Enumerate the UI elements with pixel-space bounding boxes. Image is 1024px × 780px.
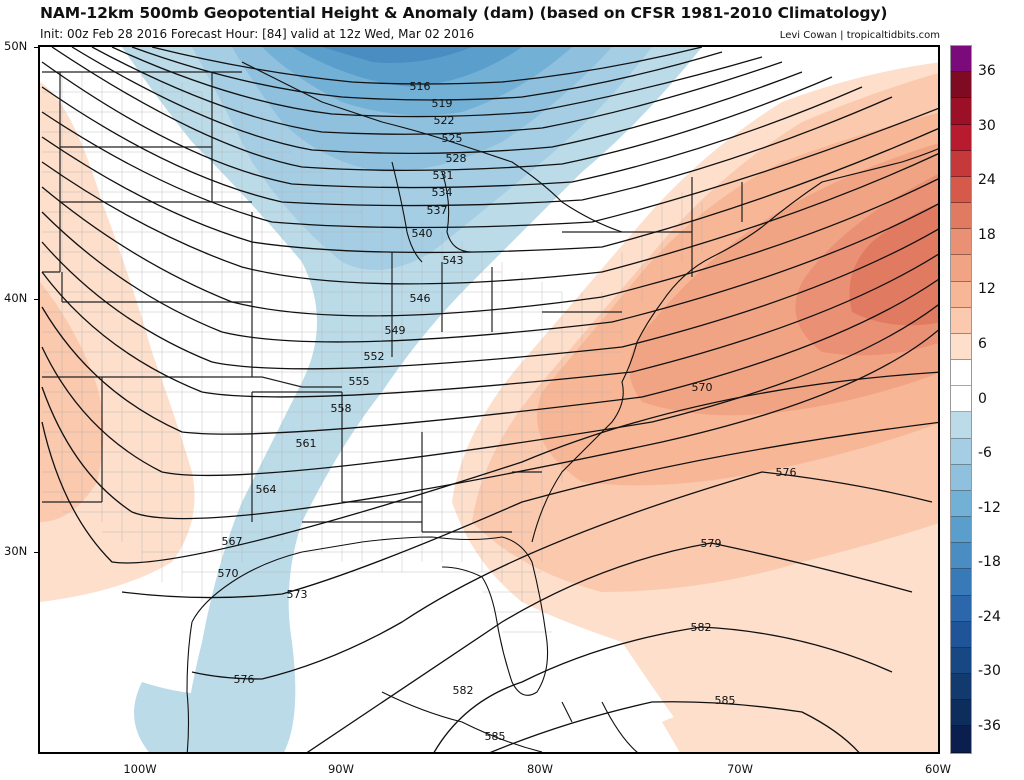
colorbar-tick-label: 30: [978, 117, 996, 134]
colorbar-segment: [951, 569, 971, 596]
coastlines: [186, 61, 938, 752]
positive-anomaly-west-core: [40, 282, 104, 522]
colorbar-segment: [951, 438, 971, 465]
contour-label: 540: [412, 227, 433, 240]
colorbar-tick-label: -30: [978, 663, 1001, 680]
lat-label-40n: 40N: [4, 291, 40, 305]
contour-label: 582: [453, 684, 474, 697]
contour-label: 519: [432, 97, 453, 110]
colorbar-tick-label: 24: [978, 172, 996, 189]
height-contours: [41, 47, 938, 752]
lon-label-90w: 90W: [327, 762, 355, 776]
map-plot-area[interactable]: 516 519 522 525 528 531 534 537 540 543 …: [38, 45, 940, 754]
contour-label: 573: [287, 588, 308, 601]
contour-label: 561: [296, 437, 317, 450]
chart-title: NAM-12km 500mb Geopotential Height & Ano…: [40, 4, 888, 22]
colorbar-tick-label: -24: [978, 608, 1001, 625]
lon-label-80w: 80W: [526, 762, 554, 776]
colorbar-segment: [951, 647, 971, 675]
colorbar-tick-label: -18: [978, 554, 1001, 571]
colorbar-segment: [951, 360, 971, 387]
contour-label: 582: [691, 621, 712, 634]
contour-label: 564: [256, 483, 277, 496]
contour-label: 558: [331, 402, 352, 415]
colorbar-segment: [951, 150, 971, 177]
contour-label: 585: [715, 694, 736, 707]
colorbar-segment: [951, 333, 971, 361]
colorbar-tick-label: 12: [978, 281, 996, 298]
colorbar-segment: [951, 281, 971, 308]
contour-label: 570: [218, 567, 239, 580]
contour-label: 528: [446, 152, 467, 165]
contour-label: 555: [349, 375, 370, 388]
colorbar-segment: [951, 203, 971, 230]
contour-label: 549: [385, 324, 406, 337]
colorbar-segment: [951, 543, 971, 570]
colorbar-segment: [951, 621, 971, 648]
colorbar-segment: [951, 412, 971, 439]
colorbar-segment: [951, 490, 971, 518]
colorbar-tick-label: -6: [978, 445, 992, 462]
contour-label: 525: [442, 132, 463, 145]
lat-label-30n: 30N: [4, 544, 40, 558]
colorbar-segment: [951, 124, 971, 151]
colorbar-tick-label: 6: [978, 335, 987, 352]
colorbar-segment: [951, 517, 971, 544]
colorbar-segment: [951, 726, 971, 753]
contour-label: 576: [776, 466, 797, 479]
credit-text: Levi Cowan | tropicaltidbits.com: [779, 30, 940, 41]
lon-label-100w: 100W: [123, 762, 157, 776]
chart-subtitle: Init: 00z Feb 28 2016 Forecast Hour: [84…: [40, 27, 475, 41]
colorbar-segment: [951, 255, 971, 282]
colorbar-segment: [951, 386, 971, 413]
contour-label: 552: [364, 350, 385, 363]
lon-label-70w: 70W: [726, 762, 754, 776]
colorbar-segment: [951, 700, 971, 727]
colorbar-tick-label: 18: [978, 226, 996, 243]
colorbar: [950, 45, 972, 754]
colorbar-segment: [951, 229, 971, 256]
colorbar-tick-label: 0: [978, 390, 987, 407]
contour-label: 531: [433, 169, 454, 182]
contour-label: 576: [234, 673, 255, 686]
contour-label: 537: [427, 204, 448, 217]
colorbar-segment: [951, 307, 971, 334]
colorbar-tick-label: 36: [978, 63, 996, 80]
contour-label: 579: [701, 537, 722, 550]
lon-label-60w: 60W: [924, 762, 952, 776]
contour-label: 546: [410, 292, 431, 305]
contour-label: 543: [443, 254, 464, 267]
lat-label-50n: 50N: [4, 39, 40, 53]
colorbar-segment: [951, 674, 971, 701]
colorbar-segment: [951, 46, 971, 73]
contour-label: 567: [222, 535, 243, 548]
colorbar-segment: [951, 72, 971, 99]
colorbar-segment: [951, 98, 971, 125]
contour-label: 585: [485, 730, 506, 743]
contour-labels: 516 519 522 525 528 531 534 537 540 543 …: [218, 80, 797, 743]
colorbar-tick-label: -12: [978, 499, 1001, 516]
colorbar-segment: [951, 595, 971, 622]
map-svg: 516 519 522 525 528 531 534 537 540 543 …: [40, 47, 938, 752]
colorbar-segment: [951, 464, 971, 491]
contour-label: 516: [410, 80, 431, 93]
colorbar-tick-label: -36: [978, 717, 1001, 734]
contour-label: 522: [434, 114, 455, 127]
contour-label: 534: [432, 186, 453, 199]
contour-label: 570: [692, 381, 713, 394]
negative-anomaly-trough: [122, 47, 702, 752]
colorbar-segment: [951, 176, 971, 204]
